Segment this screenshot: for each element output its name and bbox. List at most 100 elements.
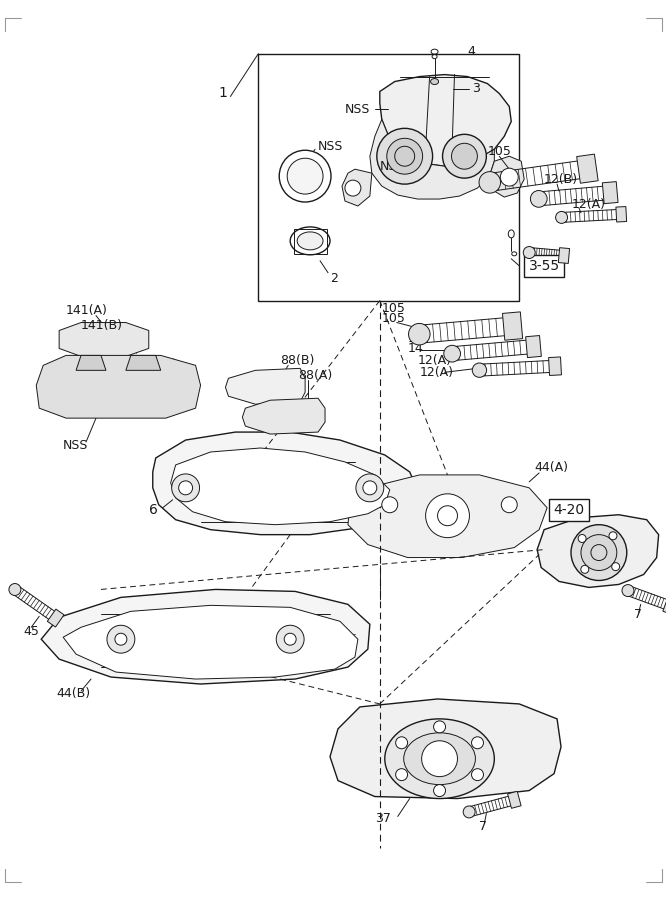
Polygon shape — [342, 169, 372, 206]
Text: 37: 37 — [375, 812, 391, 825]
Text: NSS: NSS — [345, 103, 370, 116]
Circle shape — [578, 535, 586, 543]
Circle shape — [502, 497, 517, 513]
Text: 88(A): 88(A) — [298, 369, 332, 382]
Polygon shape — [602, 182, 618, 203]
Ellipse shape — [287, 158, 323, 194]
Polygon shape — [558, 248, 570, 264]
Polygon shape — [508, 791, 521, 808]
Circle shape — [609, 532, 617, 540]
Circle shape — [479, 172, 500, 194]
Circle shape — [622, 585, 634, 597]
Circle shape — [524, 247, 535, 258]
Text: 12(A): 12(A) — [572, 197, 606, 211]
Circle shape — [452, 143, 478, 169]
Polygon shape — [76, 356, 106, 370]
Ellipse shape — [290, 227, 330, 255]
Polygon shape — [330, 699, 561, 798]
Polygon shape — [126, 356, 161, 370]
Circle shape — [171, 474, 199, 502]
Circle shape — [472, 769, 484, 780]
Circle shape — [115, 634, 127, 645]
Polygon shape — [537, 515, 658, 588]
Text: 141(A): 141(A) — [66, 304, 108, 317]
Text: 105: 105 — [488, 145, 511, 158]
Polygon shape — [171, 448, 390, 525]
Polygon shape — [63, 606, 358, 679]
Text: 44(B): 44(B) — [56, 688, 90, 700]
Polygon shape — [225, 368, 305, 404]
Circle shape — [612, 562, 620, 571]
Ellipse shape — [432, 55, 437, 58]
Text: 3-55: 3-55 — [528, 259, 560, 273]
Text: 2: 2 — [330, 272, 338, 285]
Text: NSS: NSS — [380, 159, 405, 173]
Circle shape — [500, 168, 518, 186]
Polygon shape — [59, 322, 149, 356]
Ellipse shape — [279, 150, 331, 202]
Polygon shape — [490, 157, 524, 197]
Polygon shape — [47, 609, 64, 627]
Circle shape — [472, 737, 484, 749]
Polygon shape — [526, 336, 542, 357]
Text: 12(A): 12(A) — [420, 365, 454, 379]
Circle shape — [356, 474, 384, 502]
Text: 3: 3 — [472, 82, 480, 95]
Text: 12(B): 12(B) — [544, 173, 578, 185]
Circle shape — [284, 634, 296, 645]
Circle shape — [530, 191, 547, 207]
Polygon shape — [36, 356, 201, 418]
Ellipse shape — [297, 232, 323, 250]
Polygon shape — [348, 475, 547, 558]
Circle shape — [387, 139, 423, 175]
Circle shape — [472, 363, 487, 377]
Bar — [294, 229, 327, 254]
Circle shape — [581, 565, 589, 573]
Polygon shape — [616, 207, 626, 222]
Polygon shape — [548, 357, 562, 375]
Circle shape — [581, 535, 617, 571]
Circle shape — [377, 129, 433, 184]
Circle shape — [9, 583, 21, 596]
Text: NSS: NSS — [63, 438, 89, 452]
Ellipse shape — [508, 230, 514, 238]
Ellipse shape — [385, 719, 494, 798]
Circle shape — [444, 346, 460, 362]
Ellipse shape — [431, 78, 439, 85]
Text: 141(B): 141(B) — [81, 319, 123, 332]
Circle shape — [382, 497, 398, 513]
Text: 1: 1 — [219, 86, 227, 101]
Text: 7: 7 — [634, 608, 642, 621]
Circle shape — [442, 134, 486, 178]
Polygon shape — [242, 398, 325, 434]
Polygon shape — [370, 120, 494, 199]
Polygon shape — [663, 598, 667, 615]
Circle shape — [463, 806, 475, 818]
Ellipse shape — [512, 252, 517, 256]
Text: 7: 7 — [480, 820, 488, 832]
Polygon shape — [41, 590, 370, 684]
Circle shape — [434, 785, 446, 796]
Text: 45: 45 — [23, 625, 39, 638]
Circle shape — [396, 769, 408, 780]
Circle shape — [107, 626, 135, 653]
Circle shape — [426, 494, 470, 537]
Circle shape — [556, 212, 568, 223]
Text: 4-20: 4-20 — [554, 503, 584, 517]
Polygon shape — [380, 75, 512, 166]
Text: 14: 14 — [408, 342, 424, 355]
Circle shape — [571, 525, 627, 580]
Text: 105: 105 — [382, 312, 406, 325]
Circle shape — [363, 481, 377, 495]
Circle shape — [422, 741, 458, 777]
Circle shape — [396, 737, 408, 749]
Circle shape — [276, 626, 304, 653]
Ellipse shape — [404, 733, 476, 785]
Text: 105: 105 — [382, 302, 406, 315]
Text: NSS: NSS — [318, 140, 344, 153]
Circle shape — [434, 721, 446, 733]
Text: 6: 6 — [149, 503, 157, 517]
Text: 44(A): 44(A) — [534, 462, 568, 474]
Text: 14: 14 — [408, 332, 424, 345]
Text: 12(A): 12(A) — [418, 354, 452, 367]
